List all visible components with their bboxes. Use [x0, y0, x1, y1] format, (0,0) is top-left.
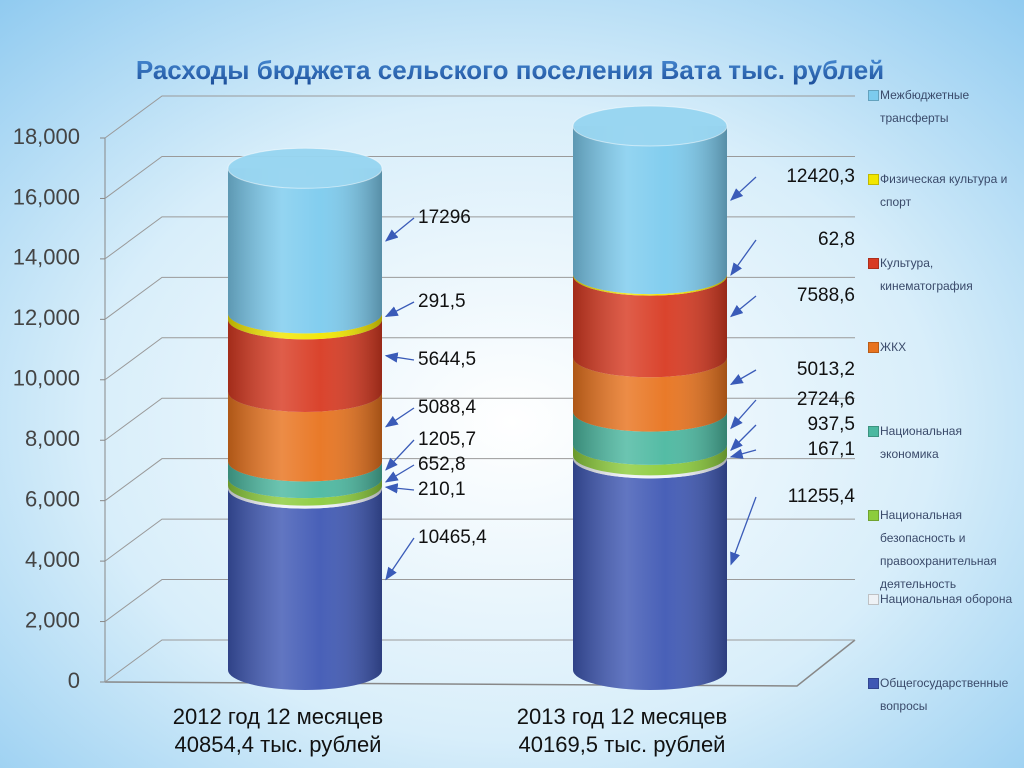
- y-tick-label: 16,000: [13, 184, 80, 209]
- y-tick-label: 14,000: [13, 245, 80, 270]
- legend-item: Национальная оборона: [866, 588, 1016, 611]
- annotation-label: 17296: [418, 207, 471, 228]
- y-tick-label: 8,000: [25, 426, 80, 451]
- annotation-arrow: [730, 424, 757, 452]
- legend-swatch: [868, 258, 879, 269]
- annotation-label: 291,5: [418, 291, 466, 312]
- annotation-label: 2724,6: [797, 389, 855, 410]
- legend-label: Межбюджетные трансферты: [880, 88, 970, 125]
- annotation-arrow: [384, 407, 415, 428]
- y-tick-label: 0: [68, 668, 80, 693]
- annotation-label: 62,8: [818, 229, 855, 250]
- annotation-label: 10465,4: [418, 527, 487, 548]
- annotation-arrow: [385, 439, 415, 471]
- y-tick-label: 12,000: [13, 305, 80, 330]
- cylinder-top-highlight: [573, 106, 727, 146]
- cylinder-shading: [573, 126, 727, 690]
- annotation-arrow: [730, 496, 757, 566]
- annotation-arrow: [385, 537, 415, 581]
- annotation-arrow: [730, 399, 757, 430]
- legend-swatch: [868, 342, 879, 353]
- annotation-label: 1205,7: [418, 429, 476, 450]
- x-tick-label: 2013 год 12 месяцев: [517, 704, 727, 729]
- annotation-arrow: [384, 464, 415, 483]
- legend-label: Физическая культура и спорт: [880, 172, 1008, 209]
- legend-label: Национальная оборона: [880, 592, 1013, 606]
- legend-label: Национальная безопасность и правоохранит…: [880, 508, 997, 591]
- legend-item: Общегосударственные вопросы: [866, 672, 1016, 718]
- chart-title: Расходы бюджета сельского поселения Вата…: [136, 55, 884, 85]
- legend-item: Национальная экономика: [866, 420, 1016, 466]
- grid-line: [104, 95, 855, 139]
- annotation-arrow: [729, 295, 757, 318]
- annotation-label: 652,8: [418, 454, 466, 475]
- annotation-label: 167,1: [807, 439, 855, 460]
- annotation-arrow: [384, 301, 415, 317]
- legend-swatch: [868, 594, 879, 605]
- annotation-arrow: [730, 176, 757, 201]
- cylinder-top-highlight: [228, 148, 382, 189]
- legend-item: ЖКХ: [866, 336, 1016, 359]
- annotation-arrow: [384, 483, 415, 494]
- legend-label: Культура, кинематография: [880, 256, 973, 293]
- annotation-label: 5013,2: [797, 359, 855, 380]
- x-tick-label: 2012 год 12 месяцев: [173, 704, 383, 729]
- legend-item: Межбюджетные трансферты: [866, 84, 1016, 130]
- x-tick-note: 40854,4 тыс. рублей: [175, 732, 382, 757]
- cylinder-top: [572, 105, 728, 147]
- annotation-arrow: [729, 369, 757, 386]
- y-tick-label: 10,000: [13, 366, 80, 391]
- x-tick-note: 40169,5 тыс. рублей: [519, 732, 726, 757]
- legend-swatch: [868, 510, 879, 521]
- legend-swatch: [868, 426, 879, 437]
- annotation-label: 210,1: [418, 479, 466, 500]
- annotation-arrow: [384, 217, 415, 242]
- annotation-label: 937,5: [807, 414, 855, 435]
- annotation-label: 12420,3: [786, 166, 855, 187]
- y-tick-label: 6,000: [25, 486, 80, 511]
- cylinder-top: [227, 147, 383, 189]
- annotation-label: 11255,4: [788, 486, 856, 507]
- legend-label: Общегосударственные вопросы: [880, 676, 1009, 713]
- legend-item: Физическая культура и спорт: [866, 168, 1016, 214]
- legend-label: ЖКХ: [880, 340, 907, 354]
- legend-item: Культура, кинематография: [866, 252, 1016, 298]
- annotation-arrow: [384, 352, 415, 363]
- annotation-label: 5644,5: [418, 349, 476, 370]
- legend-item: Национальная безопасность и правоохранит…: [866, 504, 1016, 596]
- annotation-label: 7588,6: [797, 285, 855, 306]
- annotation-arrow: [729, 448, 757, 459]
- annotation-arrow: [730, 239, 757, 276]
- legend-swatch: [868, 678, 879, 689]
- legend-label: Национальная экономика: [880, 424, 962, 461]
- annotation-label: 5088,4: [418, 397, 477, 418]
- y-tick-label: 2,000: [25, 607, 80, 632]
- cylinder-shading: [228, 168, 382, 691]
- legend-swatch: [868, 90, 879, 101]
- legend-swatch: [868, 174, 879, 185]
- y-tick-label: 18,000: [13, 124, 80, 149]
- y-tick-label: 4,000: [25, 547, 80, 572]
